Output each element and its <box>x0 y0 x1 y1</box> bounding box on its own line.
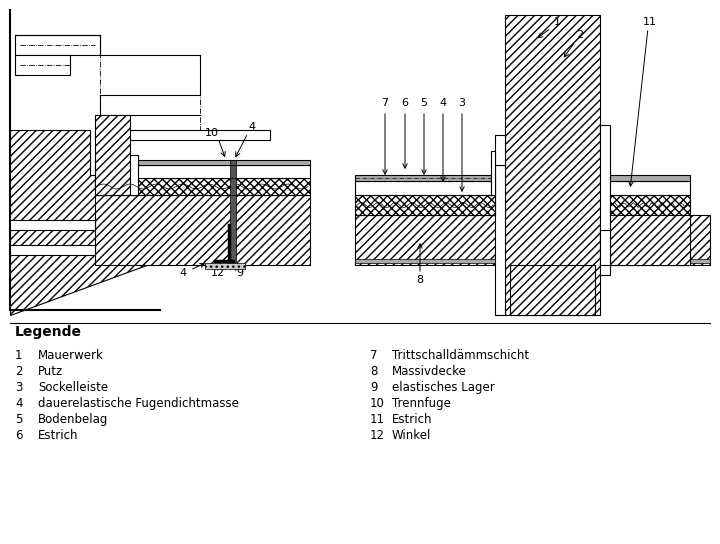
Text: 11: 11 <box>643 17 657 27</box>
Text: 12: 12 <box>211 268 225 278</box>
Text: 5: 5 <box>420 98 428 108</box>
Text: Bodenbelag: Bodenbelag <box>38 413 109 426</box>
Bar <box>95 178 310 195</box>
Bar <box>610 175 690 181</box>
Text: 10: 10 <box>205 128 219 138</box>
Text: 2: 2 <box>577 30 584 40</box>
Bar <box>505 15 600 315</box>
Bar <box>610 215 690 265</box>
Text: 6: 6 <box>402 98 408 108</box>
Bar <box>610 195 690 215</box>
Text: 4: 4 <box>439 98 446 108</box>
Text: 8: 8 <box>370 365 377 378</box>
Bar <box>95 195 310 265</box>
Bar <box>230 178 236 195</box>
Bar <box>95 160 310 165</box>
Bar <box>15 55 70 75</box>
Text: 2: 2 <box>15 365 22 378</box>
Bar <box>610 181 690 195</box>
Text: Legende: Legende <box>15 325 82 339</box>
Bar <box>230 165 236 178</box>
Bar <box>355 215 495 265</box>
Text: 1: 1 <box>554 17 560 27</box>
Text: Sockelleiste: Sockelleiste <box>38 381 108 394</box>
Bar <box>230 160 236 165</box>
Bar <box>600 125 610 275</box>
Text: 4: 4 <box>179 268 186 278</box>
Bar <box>355 175 495 181</box>
Text: Massivdecke: Massivdecke <box>392 365 467 378</box>
Bar <box>95 115 130 195</box>
Bar <box>610 259 710 263</box>
Bar <box>355 181 495 195</box>
Bar <box>510 265 595 315</box>
Text: 9: 9 <box>370 381 377 394</box>
Text: 12: 12 <box>370 429 385 442</box>
Bar <box>230 195 236 265</box>
Polygon shape <box>10 220 95 230</box>
Text: 8: 8 <box>416 275 423 285</box>
Text: 11: 11 <box>370 413 385 426</box>
Text: 3: 3 <box>15 381 22 394</box>
Text: 4: 4 <box>15 397 22 410</box>
Text: 1: 1 <box>15 349 22 362</box>
Bar <box>355 259 495 263</box>
Bar <box>495 165 505 315</box>
Text: 10: 10 <box>370 397 385 410</box>
Text: Trennfuge: Trennfuge <box>392 397 451 410</box>
Bar <box>610 215 710 265</box>
Text: elastisches Lager: elastisches Lager <box>392 381 495 394</box>
Text: 9: 9 <box>236 268 243 278</box>
Text: Estrich: Estrich <box>38 429 78 442</box>
Text: 7: 7 <box>370 349 377 362</box>
Text: 6: 6 <box>15 429 22 442</box>
Polygon shape <box>10 130 160 315</box>
Text: Winkel: Winkel <box>392 429 431 442</box>
Bar <box>205 263 245 269</box>
Text: dauerelastische Fugendichtmasse: dauerelastische Fugendichtmasse <box>38 397 239 410</box>
Bar <box>130 155 138 195</box>
Text: 7: 7 <box>382 98 389 108</box>
Text: Trittschalldämmschicht: Trittschalldämmschicht <box>392 349 529 362</box>
Text: 3: 3 <box>459 98 466 108</box>
Bar <box>15 35 100 55</box>
Bar <box>95 130 270 140</box>
Polygon shape <box>10 245 95 255</box>
Text: Putz: Putz <box>38 365 63 378</box>
Bar <box>355 195 495 215</box>
Bar <box>491 151 495 195</box>
Bar <box>95 165 310 178</box>
Text: 4: 4 <box>248 122 256 132</box>
Bar <box>495 135 505 165</box>
Text: Mauerwerk: Mauerwerk <box>38 349 104 362</box>
Text: Estrich: Estrich <box>392 413 433 426</box>
Text: 5: 5 <box>15 413 22 426</box>
Bar <box>600 230 610 265</box>
